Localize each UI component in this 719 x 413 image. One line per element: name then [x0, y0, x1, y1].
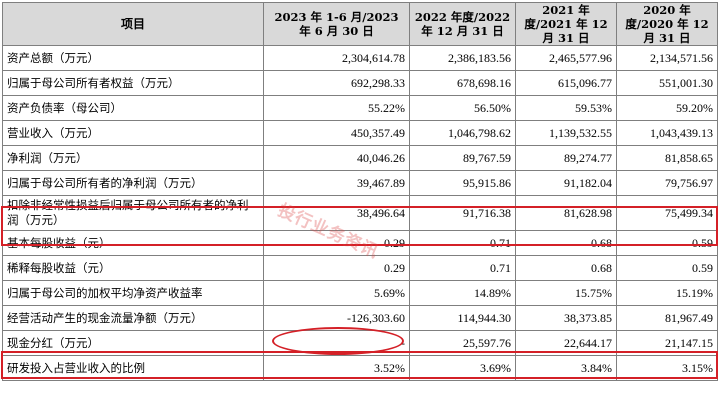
table-row: 归属于母公司所有者权益（万元） 692,298.33 678,698.16 615,0… [2, 70, 718, 96]
row-value: 39,467.89 [263, 170, 410, 196]
row-value: 0.68 [515, 255, 617, 281]
row-value: 91,182.04 [515, 170, 617, 196]
row-label: 资产负债率（母公司） [2, 95, 264, 121]
row-label: 营业收入（万元） [2, 120, 264, 146]
row-value: -126,303.60 [263, 305, 410, 331]
header-2020: 2020 年度/2020 年 12 月 31 日 [616, 2, 718, 46]
row-value: 59.20% [616, 95, 718, 121]
row-value: 25,597.76 [409, 330, 516, 356]
row-value: 0.59 [616, 230, 718, 256]
row-value: 1,043,439.13 [616, 120, 718, 146]
row-value: 15.19% [616, 280, 718, 306]
row-value: 59.53% [515, 95, 617, 121]
row-value: 91,716.38 [409, 195, 516, 231]
row-value: 615,096.77 [515, 70, 617, 96]
row-value: 2,386,183.56 [409, 45, 516, 71]
header-item: 项目 [2, 2, 264, 46]
row-value: 0.71 [409, 230, 516, 256]
row-value: 2,304,614.78 [263, 45, 410, 71]
row-value: 56.50% [409, 95, 516, 121]
row-label: 稀释每股收益（元） [2, 255, 264, 281]
row-value: 15.75% [515, 280, 617, 306]
row-label: 资产总额（万元） [2, 45, 264, 71]
corner-watermark: 头条 @投行业务资讯 [4, 402, 98, 413]
row-value: 81,858.65 [616, 145, 718, 171]
row-value: 0.29 [263, 255, 410, 281]
row-value: 89,274.77 [515, 145, 617, 171]
row-label: 归属于母公司所有者的净利润（万元） [2, 170, 264, 196]
row-label: 基本每股收益（元） [2, 230, 264, 256]
row-value: 3.15% [616, 355, 718, 381]
table-row: 资产总额（万元） 2,304,614.78 2,386,183.56 2,465,57… [2, 45, 718, 71]
row-value: - [263, 330, 410, 356]
table-row: 归属于母公司的加权平均净资产收益率 5.69% 14.89% 15.75% 15.19% [2, 280, 718, 306]
row-label: 扣除非经常性损益后归属于母公司所有者的净利润（万元） [2, 195, 264, 231]
table-row: 现金分红（万元） -25,597.76 22,644.17 21,147.15 [2, 330, 718, 356]
row-value: 55.22% [263, 95, 410, 121]
row-value: 450,357.49 [263, 120, 410, 146]
row-label: 经营活动产生的现金流量净额（万元） [2, 305, 264, 331]
row-value: 21,147.15 [616, 330, 718, 356]
row-value: 38,496.64 [263, 195, 410, 231]
row-value: 75,499.34 [616, 195, 718, 231]
table-row: 扣除非经常性损益后归属于母公司所有者的净利润（万元） 38,496.64 91,71… [2, 195, 718, 231]
row-value: 14.89% [409, 280, 516, 306]
table-header-row: 项目 2023 年 1-6 月/2023 年 6 月 30 日 2022 年度/… [2, 2, 718, 46]
row-value: 678,698.16 [409, 70, 516, 96]
header-2021: 2021 年度/2021 年 12 月 31 日 [515, 2, 617, 46]
row-value: 114,944.30 [409, 305, 516, 331]
row-value: 79,756.97 [616, 170, 718, 196]
row-label: 研发投入占营业收入的比例 [2, 355, 264, 381]
table-row: 净利润（万元） 40,046.26 89,767.59 89,274.77 81,858… [2, 145, 718, 171]
row-value: 81,967.49 [616, 305, 718, 331]
row-label: 归属于母公司的加权平均净资产收益率 [2, 280, 264, 306]
row-value: 3.84% [515, 355, 617, 381]
row-value: 3.52% [263, 355, 410, 381]
row-value: 89,767.59 [409, 145, 516, 171]
row-value: 40,046.26 [263, 145, 410, 171]
row-value: 692,298.33 [263, 70, 410, 96]
table-row: 营业收入（万元） 450,357.49 1,046,798.62 1,139,532.… [2, 120, 718, 146]
header-2022: 2022 年度/2022 年 12 月 31 日 [409, 2, 516, 46]
table-row: 归属于母公司所有者的净利润（万元） 39,467.89 95,915.86 91,18… [2, 170, 718, 196]
row-value: 0.68 [515, 230, 617, 256]
row-value: 81,628.98 [515, 195, 617, 231]
row-label: 归属于母公司所有者权益（万元） [2, 70, 264, 96]
row-value: 2,465,577.96 [515, 45, 617, 71]
table-row: 研发投入占营业收入的比例 3.52% 3.69% 3.84% 3.15% [2, 355, 718, 381]
header-2023h1: 2023 年 1-6 月/2023 年 6 月 30 日 [263, 2, 410, 46]
row-value: 2,134,571.56 [616, 45, 718, 71]
row-value: 3.69% [409, 355, 516, 381]
row-label: 现金分红（万元） [2, 330, 264, 356]
table-row: 稀释每股收益（元） 0.29 0.71 0.68 0.59 [2, 255, 718, 281]
table-row: 资产负债率（母公司） 55.22% 56.50% 59.53% 59.20% [2, 95, 718, 121]
row-value: 38,373.85 [515, 305, 617, 331]
row-label: 净利润（万元） [2, 145, 264, 171]
row-value: 1,046,798.62 [409, 120, 516, 146]
row-value: 5.69% [263, 280, 410, 306]
row-value: 551,001.30 [616, 70, 718, 96]
row-value: 1,139,532.55 [515, 120, 617, 146]
financial-summary-table: 项目 2023 年 1-6 月/2023 年 6 月 30 日 2022 年度/… [2, 2, 718, 381]
table-row: 经营活动产生的现金流量净额（万元） -126,303.60 114,944.30 38… [2, 305, 718, 331]
row-value: 95,915.86 [409, 170, 516, 196]
row-value: 0.59 [616, 255, 718, 281]
table-row: 基本每股收益（元） 0.29 0.71 0.68 0.59 [2, 230, 718, 256]
row-value: 22,644.17 [515, 330, 617, 356]
row-value: 0.71 [409, 255, 516, 281]
